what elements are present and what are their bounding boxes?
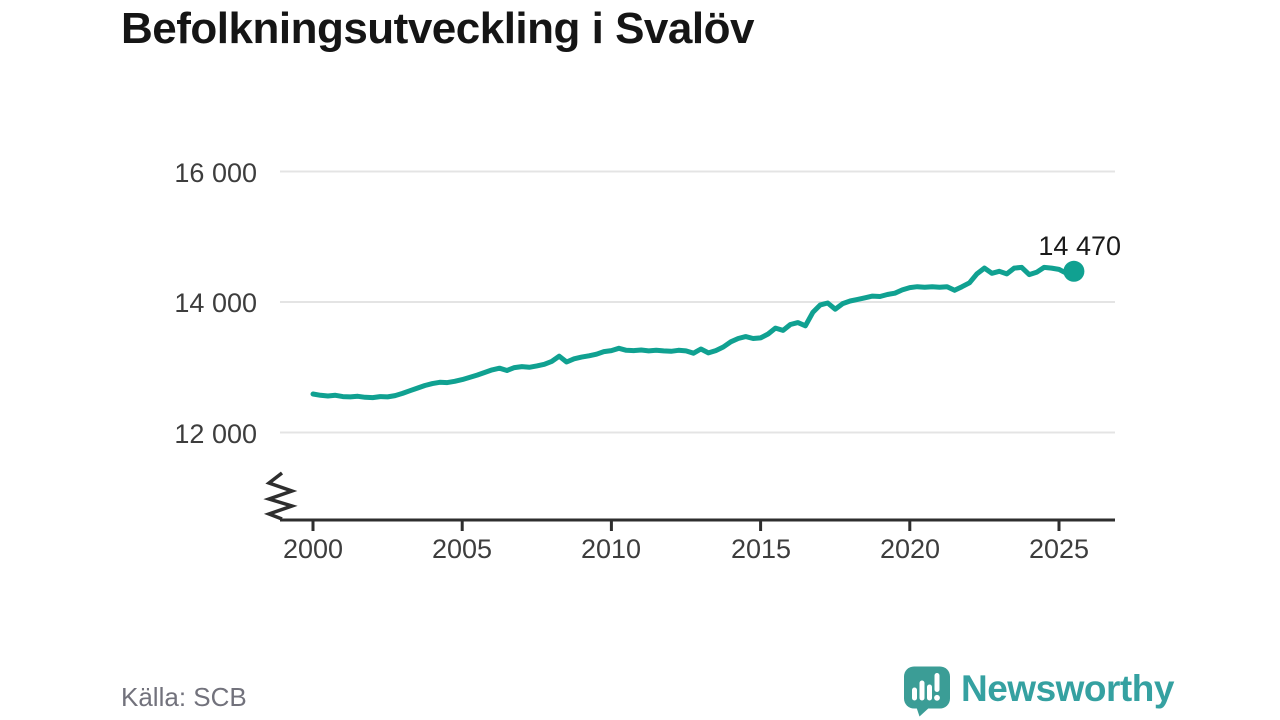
x-axis-labels: 2000 2005 2010 2015 2020 2025 xyxy=(283,534,1089,564)
population-series-line xyxy=(310,264,1077,401)
x-tick-2005: 2005 xyxy=(432,534,492,564)
source-note: Källa: SCB xyxy=(121,682,247,712)
x-tick-2010: 2010 xyxy=(581,534,641,564)
population-line-chart: 16 000 14 000 12 000 2000 2005 2010 2015… xyxy=(174,158,1121,564)
chart-title: Befolkningsutveckling i Svalöv xyxy=(121,4,754,53)
latest-value-label: 14 470 xyxy=(1038,231,1121,261)
x-tick-2000: 2000 xyxy=(283,534,343,564)
x-tick-2020: 2020 xyxy=(880,534,940,564)
gridlines xyxy=(280,170,1115,434)
newsworthy-wordmark: Newsworthy xyxy=(961,668,1174,709)
newsworthy-logo: Newsworthy xyxy=(903,666,1174,717)
newsworthy-bubble-chart-icon xyxy=(904,666,950,717)
x-tick-2025: 2025 xyxy=(1029,534,1089,564)
y-tick-14000: 14 000 xyxy=(174,288,257,318)
x-axis xyxy=(280,518,1115,531)
x-tick-2015: 2015 xyxy=(731,534,791,564)
y-axis-labels: 16 000 14 000 12 000 xyxy=(174,158,257,449)
y-tick-16000: 16 000 xyxy=(174,158,257,188)
y-tick-12000: 12 000 xyxy=(174,419,257,449)
latest-value-dot xyxy=(1063,260,1085,282)
axis-break-icon xyxy=(263,471,298,521)
